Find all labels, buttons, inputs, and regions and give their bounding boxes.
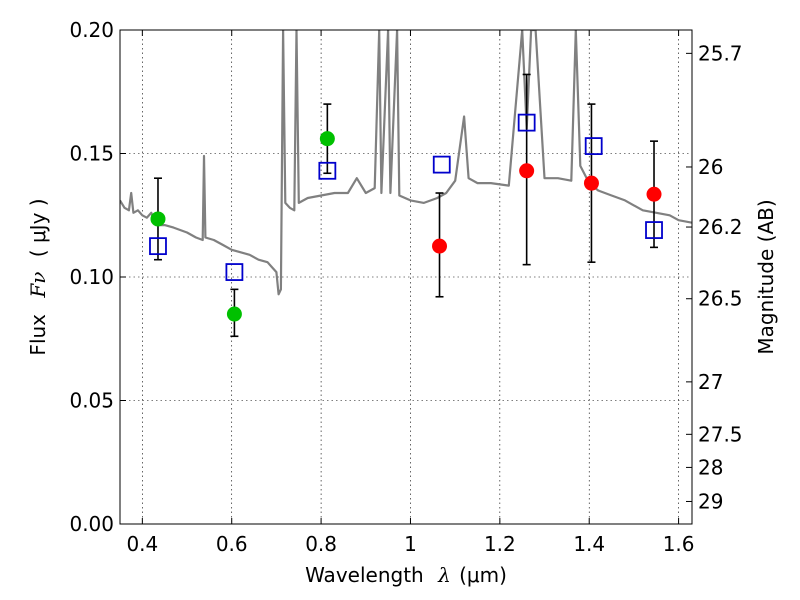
model-point [149,237,167,256]
y2-tick-label: 28 [698,455,723,479]
y-tick-label: 0.20 [69,18,114,42]
x-axis-label: Wavelength [305,563,424,587]
x-axis: 0.4 0.6 0.8 1 1.2 1.4 1.6 [126,30,695,556]
model-point [584,137,603,155]
data-point [226,306,242,322]
data-point [432,238,448,254]
data-point [646,186,662,202]
y-axis: 0.00 0.05 0.10 0.15 0.20 [69,18,126,536]
y2-tick-label: 26 [698,155,723,179]
x-axis-title: Wavelength λ (μm) [305,563,507,587]
y2-axis-title: Magnitude (AB) [754,199,778,354]
y-tick-label: 0.10 [69,265,114,289]
spectrum-line [120,30,692,296]
y2-tick-label: 26.5 [698,287,743,311]
y2-tick-label: 27.5 [698,422,743,446]
data-point [519,163,535,179]
data-point [319,131,335,147]
x-tick-label: 0.4 [126,532,158,556]
model-point [318,161,337,180]
y2-tick-label: 25.7 [698,41,743,65]
x-tick-label: 0.8 [305,532,337,556]
x-tick-label: 1.6 [663,532,695,556]
y-axis-unit: ( μJy ) [26,198,50,257]
model-point [432,155,451,174]
x-tick-label: 0.6 [216,532,248,556]
y-tick-label: 0.15 [69,142,114,166]
x-tick-label: 1 [404,532,417,556]
data-point [583,175,599,191]
y-tick-label: 0.05 [69,389,114,413]
model-point [645,221,663,239]
y-tick-label: 0.00 [69,512,114,536]
x-tick-label: 1.4 [573,532,605,556]
y2-tick-label: 26.2 [698,215,743,239]
y2-tick-label: 29 [698,489,723,513]
y-axis-title: Flux Fν ( μJy ) [26,198,50,355]
model-point [225,263,244,281]
x-axis-symbol: λ [437,563,451,587]
data-point [150,211,166,227]
y-axis-symbol: Fν [26,272,50,299]
y-axis-label: Flux [26,314,50,356]
plot-area [120,30,692,338]
x-axis-unit: (μm) [459,563,507,587]
y2-tick-label: 27 [698,370,723,394]
x-tick-label: 1.2 [484,532,516,556]
model-point [517,113,536,132]
y2-axis: 25.7 26 26.2 26.5 27 27.5 28 29 [686,41,743,513]
